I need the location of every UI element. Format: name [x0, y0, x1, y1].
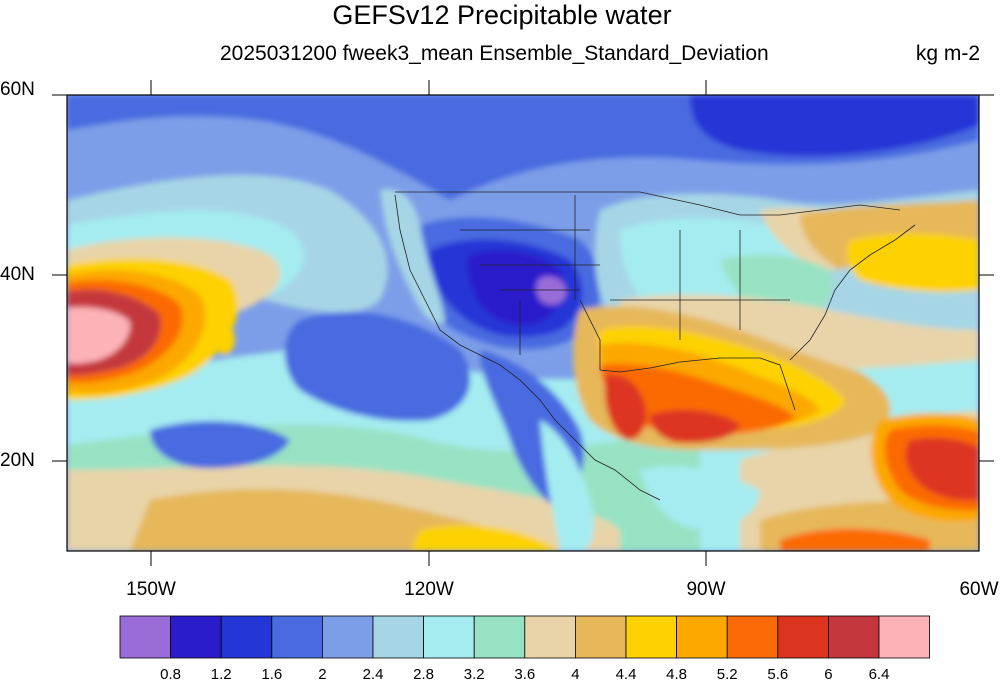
colorbar-level-label: 2.8 — [413, 666, 435, 683]
colorbar-swatch — [271, 615, 323, 659]
lon-label-150w: 150W — [126, 579, 176, 600]
colorbar-swatch — [423, 615, 475, 659]
units-label: kg m-2 — [915, 42, 980, 65]
axis-ticks — [52, 80, 994, 566]
colorbar-level-label: 3.6 — [514, 666, 536, 683]
precipitable-water-field — [67, 95, 979, 551]
colorbar-swatch — [575, 615, 627, 659]
boundaries — [394, 191, 916, 501]
colorbar — [119, 615, 930, 659]
colorbar-swatch — [524, 615, 576, 659]
colorbar-swatch — [321, 615, 374, 659]
map-frame — [66, 94, 980, 552]
lon-label-60w: 60W — [959, 579, 999, 600]
colorbar-level-label: 4 — [571, 666, 580, 683]
colorbar-swatch — [372, 615, 424, 659]
colorbar-level-label: 6 — [824, 666, 833, 683]
lon-label-120w: 120W — [404, 579, 454, 600]
colorbar-level-label: 2.4 — [362, 666, 384, 683]
colorbar-swatch — [726, 615, 779, 659]
colorbar-swatch — [170, 615, 222, 659]
colorbar-level-label: 1.2 — [210, 666, 232, 683]
map-subtitle: 2025031200 fweek3_mean Ensemble_Standard… — [220, 42, 769, 65]
colorbar-level-label: 4.4 — [615, 666, 637, 683]
colorbar-swatch — [828, 615, 880, 659]
lat-label-20n: 20N — [0, 450, 35, 471]
colorbar-level-label: 3.2 — [463, 666, 485, 683]
colorbar-level-label: 5.6 — [767, 666, 789, 683]
lat-label-60n: 60N — [0, 79, 35, 100]
colorbar-swatch — [676, 615, 728, 659]
colorbar-swatch — [473, 615, 526, 659]
colorbar-level-label: 1.6 — [261, 666, 283, 683]
colorbar-swatch — [625, 615, 677, 659]
colorbar-swatch — [878, 615, 930, 659]
colorbar-swatch — [777, 615, 829, 659]
colorbar-level-label: 4.8 — [666, 666, 688, 683]
colorbar-swatch — [220, 615, 273, 659]
colorbar-level-label: 2 — [318, 666, 327, 683]
lon-label-90w: 90W — [686, 579, 726, 600]
lat-label-40n: 40N — [0, 264, 35, 285]
colorbar-level-label: 6.4 — [868, 666, 890, 683]
colorbar-level-label: 5.2 — [716, 666, 738, 683]
map-title: GEFSv12 Precipitable water — [332, 0, 672, 30]
colorbar-swatch — [119, 615, 171, 659]
colorbar-level-label: 0.8 — [160, 666, 182, 683]
